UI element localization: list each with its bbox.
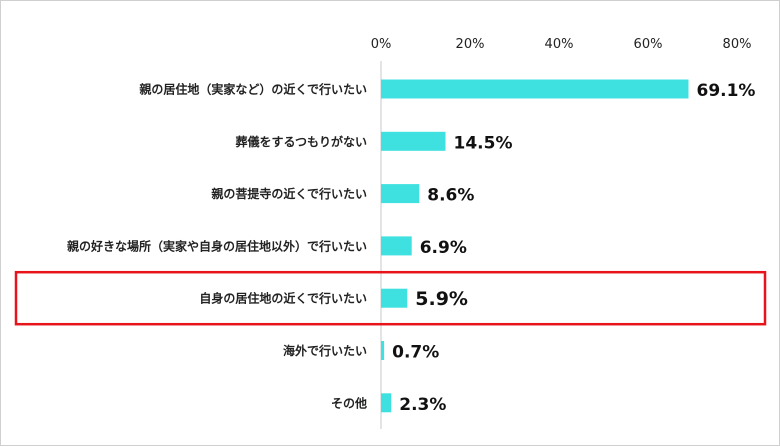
- value-label: 14.5%: [454, 133, 513, 153]
- bar: [381, 393, 392, 413]
- value-label: 2.3%: [399, 395, 446, 415]
- category-label: 親の菩提寺の近くで行いたい: [211, 186, 367, 201]
- category-label: 親の居住地（実家など）の近くで行いたい: [139, 82, 367, 97]
- value-label: 6.9%: [420, 238, 467, 258]
- category-label: 海外で行いたい: [283, 343, 367, 358]
- bar: [381, 79, 689, 99]
- bar: [381, 131, 446, 151]
- x-tick-label: 20%: [456, 37, 485, 52]
- x-tick-label: 0%: [371, 37, 392, 52]
- value-label: 5.9%: [415, 288, 468, 310]
- x-tick-label: 80%: [723, 37, 752, 52]
- value-label: 0.7%: [392, 343, 439, 363]
- category-label: 自身の居住地の近くで行いたい: [199, 291, 367, 306]
- bar: [381, 341, 385, 360]
- value-label: 69.1%: [696, 81, 755, 101]
- bar: [381, 288, 408, 308]
- category-label: 親の好きな場所（実家や自身の居住地以外）で行いたい: [67, 238, 367, 253]
- category-label: その他: [331, 395, 367, 410]
- x-tick-label: 60%: [634, 37, 663, 52]
- highlight-box: [14, 270, 767, 326]
- bar: [381, 184, 420, 204]
- x-tick-label: 40%: [545, 37, 574, 52]
- bar: [381, 236, 412, 256]
- category-label: 葬儀をするつもりがない: [235, 134, 367, 149]
- value-label: 8.6%: [427, 186, 474, 206]
